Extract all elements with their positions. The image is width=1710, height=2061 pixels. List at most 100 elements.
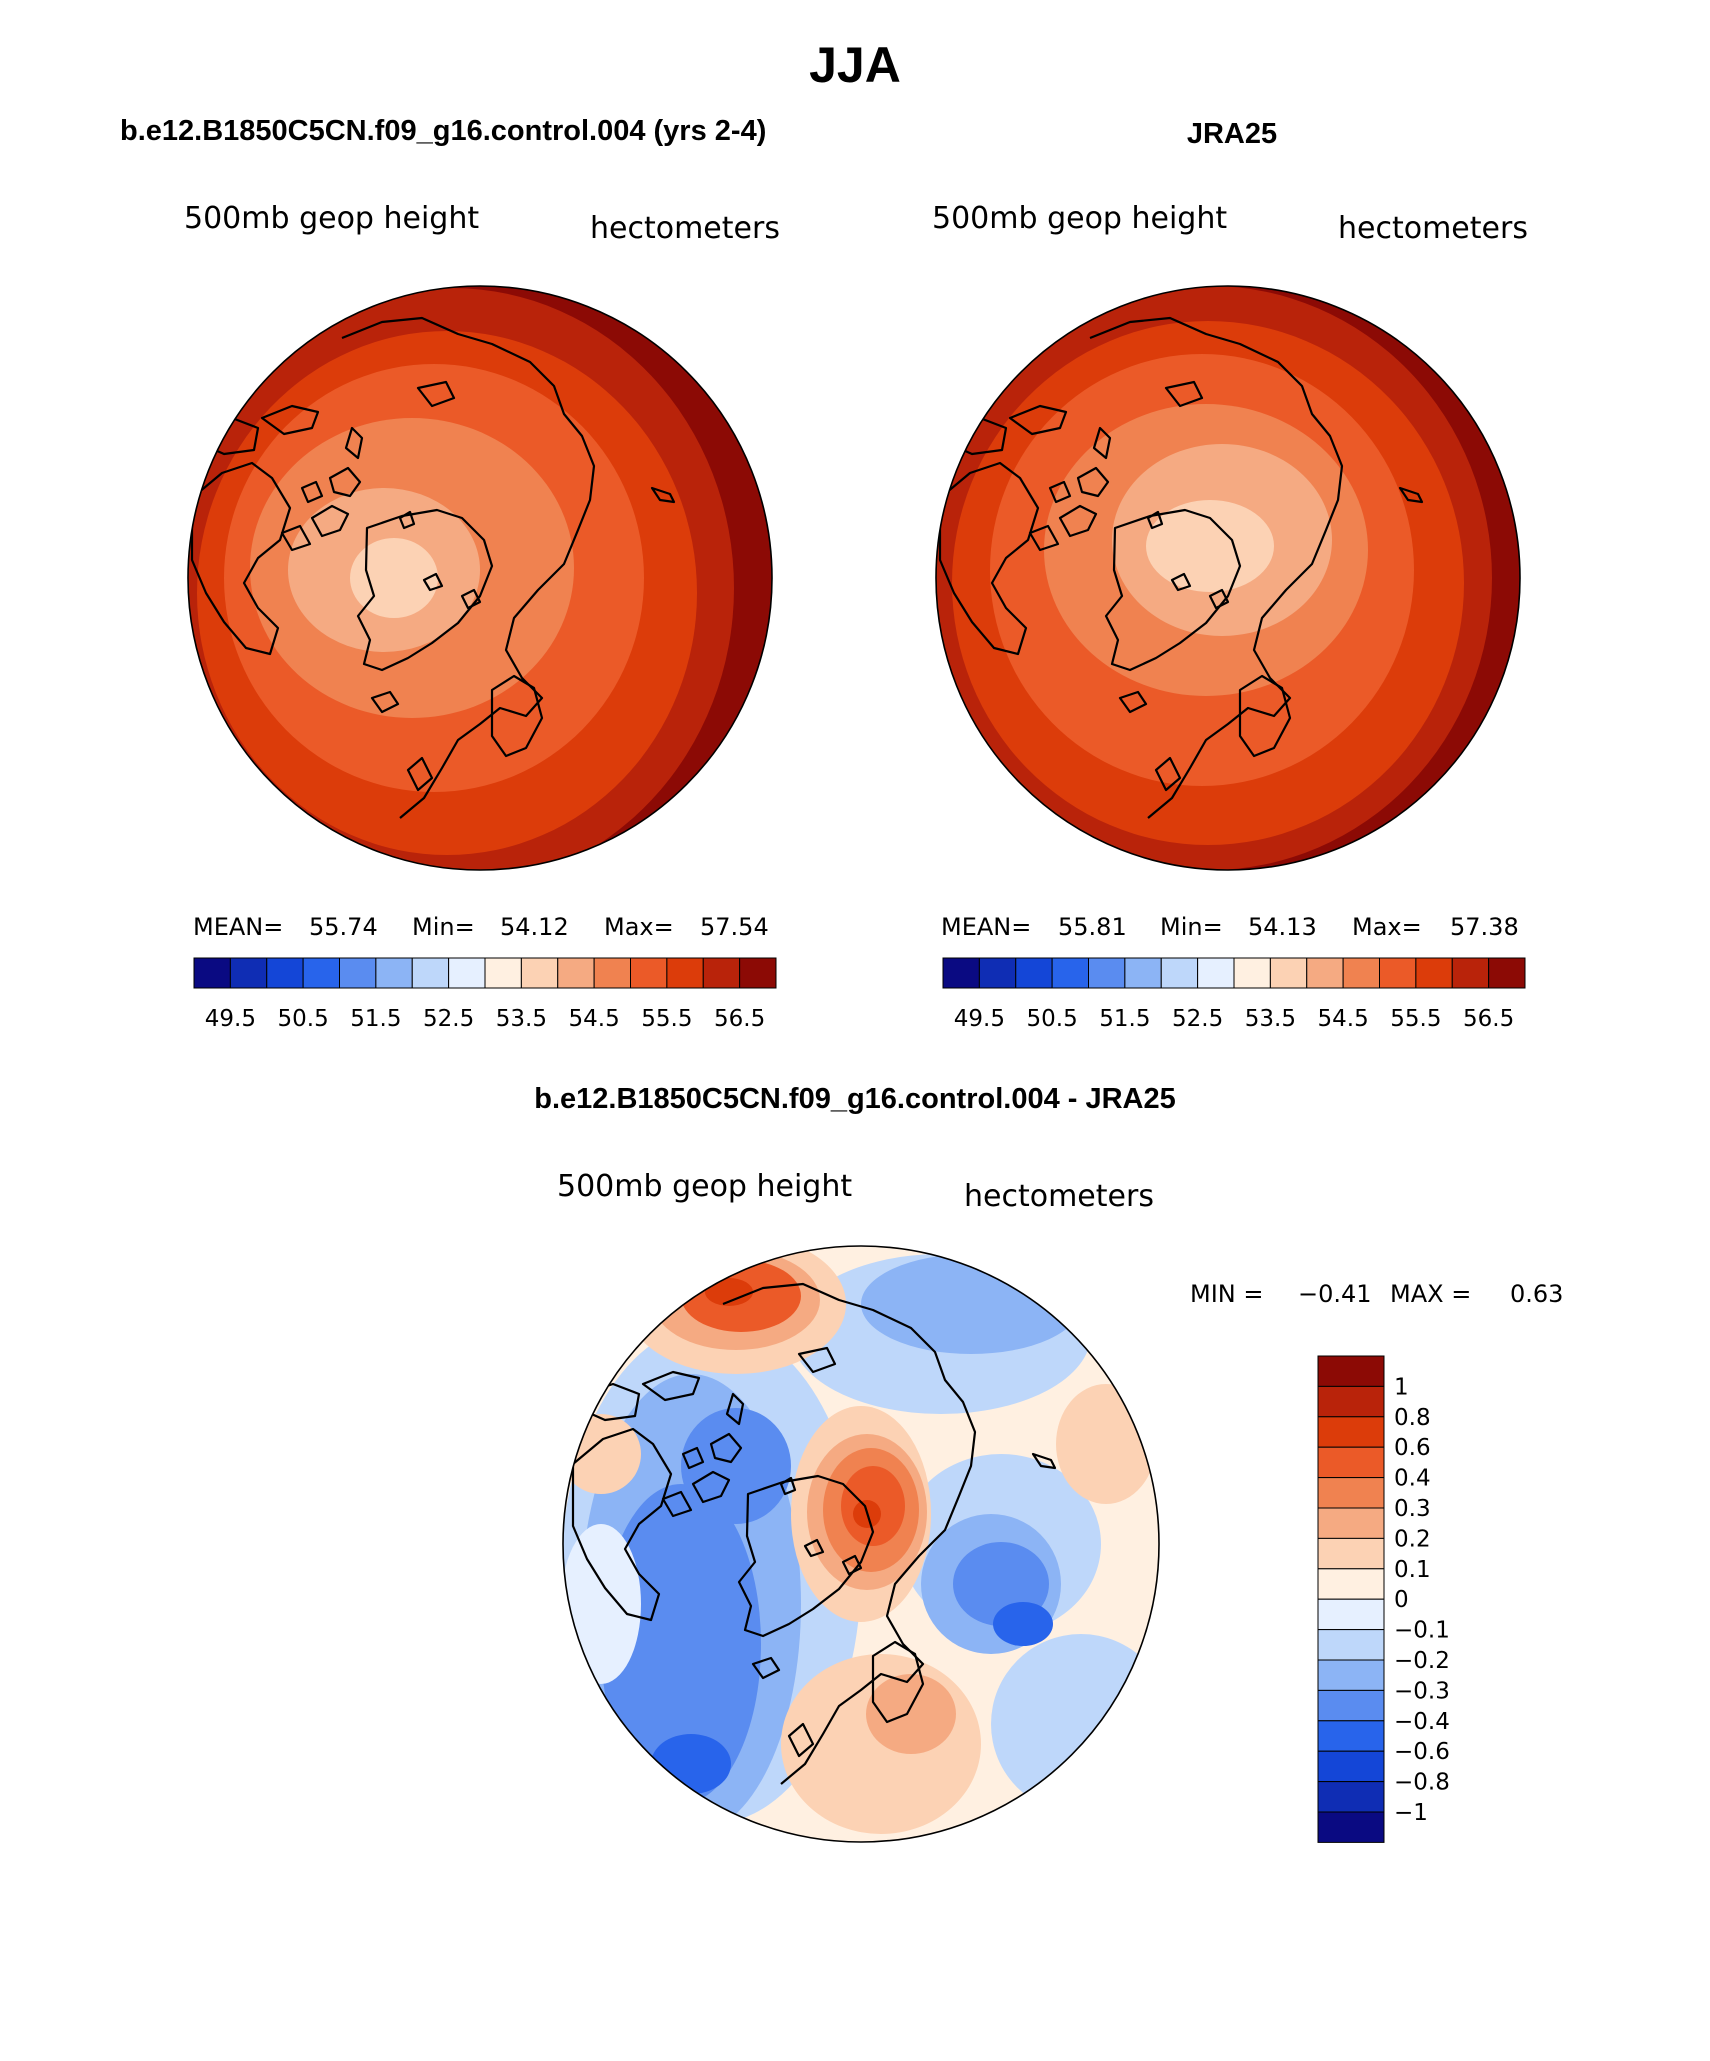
colorbar-difference-swatch	[1317, 1416, 1385, 1448]
colorbar-difference-swatch	[1317, 1811, 1385, 1843]
colorbar-model-swatch	[666, 957, 704, 989]
colorbar-model-swatch	[302, 957, 340, 989]
panel-jra25-units-label: hectometers	[1338, 211, 1528, 246]
colorbar-model-tick-label: 51.5	[350, 1006, 401, 1032]
difference-max-value: 0.63	[1510, 1280, 1563, 1308]
colorbar-difference: 1 0.8 0.6 0.4 0.3 0.2 0.1 0 −0.1 −0.2 −0.3 −0.4 −0.6…	[1317, 1355, 1450, 1843]
figure-title: JJA	[809, 37, 901, 93]
stats-jra25: MEAN= 55.81 Min= 54.13 Max= 57.38	[941, 913, 1519, 941]
colorbar-jra25-swatch	[1342, 957, 1380, 989]
colorbar-difference-swatch	[1317, 1507, 1385, 1539]
colorbar-jra25-swatch	[942, 957, 980, 989]
colorbar-model-swatch	[411, 957, 450, 989]
colorbar-jra25-tick-label: 55.5	[1390, 1006, 1441, 1032]
colorbar-jra25-swatch	[1088, 957, 1126, 989]
colorbar-jra25: 49.5 50.5 51.5 52.5 53.5 54.5 55.5 56.5	[942, 957, 1526, 1032]
colorbar-difference-swatch	[1317, 1385, 1385, 1418]
colorbar-jra25-swatch	[978, 957, 1017, 989]
colorbar-difference-level-label: −0.4	[1394, 1709, 1450, 1735]
colorbar-model-swatch	[520, 957, 559, 989]
colorbar-jra25-swatch	[1415, 957, 1453, 989]
colorbar-jra25-tick-label: 54.5	[1318, 1006, 1369, 1032]
colorbar-difference-swatch	[1317, 1446, 1385, 1479]
colorbar-model-swatch	[266, 957, 304, 989]
colorbar-jra25-tick-label: 56.5	[1463, 1006, 1514, 1032]
panel-model: b.e12.B1850C5CN.f09_g16.control.004 (yrs…	[120, 115, 780, 1032]
colorbar-jra25-tick-label: 52.5	[1172, 1006, 1223, 1032]
colorbar-difference-swatch	[1317, 1689, 1385, 1722]
colorbar-jra25-swatch	[1233, 957, 1271, 989]
colorbar-model-swatch	[339, 957, 377, 989]
colorbar-difference-level-label: 0.1	[1394, 1557, 1431, 1583]
colorbar-difference-swatch	[1317, 1659, 1385, 1691]
difference-field-label: 500mb geop height	[557, 1169, 852, 1204]
colorbar-difference-level-label: −0.2	[1394, 1648, 1450, 1674]
difference-max-label: MAX =	[1390, 1280, 1471, 1308]
colorbar-difference-swatch	[1317, 1598, 1385, 1631]
colorbar-model-swatch	[739, 957, 777, 989]
colorbar-model-swatch	[702, 957, 741, 989]
colorbar-difference-level-label: 0.6	[1394, 1435, 1431, 1461]
colorbar-model-tick-label: 52.5	[423, 1006, 474, 1032]
stats-jra25-mean: 55.81	[1058, 913, 1127, 941]
colorbar-model-swatch	[193, 957, 231, 989]
colorbar-difference-level-label: 0.8	[1394, 1405, 1431, 1431]
colorbar-difference-level-label: −0.6	[1394, 1739, 1450, 1765]
colorbar-jra25-swatch	[1160, 957, 1199, 989]
stats-jra25-max: 57.38	[1450, 913, 1519, 941]
colorbar-jra25-swatch	[1379, 957, 1417, 989]
panel-jra25-header: JRA25	[1187, 118, 1277, 150]
colorbar-model-tick-label: 50.5	[278, 1006, 329, 1032]
map-jra25-polar	[935, 285, 1521, 871]
panel-model-units-label: hectometers	[590, 211, 780, 246]
stats-model: MEAN= 55.74 Min= 54.12 Max= 57.54	[193, 913, 769, 941]
stats-model-min-label: Min=	[412, 913, 475, 941]
colorbar-model-swatch	[593, 957, 631, 989]
colorbar-difference-swatch	[1317, 1720, 1385, 1752]
colorbar-jra25-swatch	[1197, 957, 1235, 989]
difference-units-label: hectometers	[964, 1179, 1154, 1214]
colorbar-difference-swatch	[1317, 1781, 1385, 1813]
colorbar-difference-swatch	[1317, 1629, 1385, 1661]
panel-jra25: JRA25 500mb geop height hectometers MEAN…	[932, 118, 1528, 1032]
colorbar-jra25-tick-label: 51.5	[1099, 1006, 1150, 1032]
colorbar-jra25-swatch	[1451, 957, 1490, 989]
colorbar-model-swatch	[557, 957, 595, 989]
colorbar-jra25-swatch	[1015, 957, 1053, 989]
stats-model-mean: 55.74	[309, 913, 378, 941]
stats-model-max: 57.54	[700, 913, 769, 941]
colorbar-difference-level-label: 0.3	[1394, 1496, 1431, 1522]
colorbar-model-swatch	[229, 957, 268, 989]
colorbar-model-tick-label: 56.5	[714, 1006, 765, 1032]
panel-model-field-label: 500mb geop height	[184, 201, 479, 236]
colorbar-difference-level-label: 0.2	[1394, 1526, 1431, 1552]
map-difference-polar	[562, 1245, 1160, 1843]
colorbar-jra25-tick-label: 49.5	[954, 1006, 1005, 1032]
colorbar-model-swatch	[630, 957, 668, 989]
colorbar-model-swatch	[375, 957, 413, 989]
colorbar-difference-level-label: 0	[1394, 1587, 1409, 1613]
colorbar-difference-level-label: −0.1	[1394, 1618, 1450, 1644]
colorbar-jra25-swatch	[1124, 957, 1162, 989]
difference-minmax: MIN = −0.41 MAX = 0.63	[1190, 1280, 1563, 1308]
stats-model-max-label: Max=	[604, 913, 674, 941]
colorbar-model-swatch	[448, 957, 486, 989]
colorbar-difference-level-label: 1	[1394, 1374, 1409, 1400]
colorbar-difference-swatch	[1317, 1477, 1385, 1509]
stats-jra25-min: 54.13	[1248, 913, 1317, 941]
colorbar-jra25-tick-label: 50.5	[1027, 1006, 1078, 1032]
colorbar-jra25-tick-label: 53.5	[1245, 1006, 1296, 1032]
colorbar-difference-swatch	[1317, 1750, 1385, 1783]
colorbar-difference-swatch	[1317, 1568, 1385, 1600]
colorbar-model-swatch	[484, 957, 522, 989]
colorbar-difference-swatch	[1317, 1537, 1385, 1570]
colorbar-jra25-swatch	[1269, 957, 1308, 989]
colorbar-model-tick-label: 54.5	[569, 1006, 620, 1032]
panel-jra25-field-label: 500mb geop height	[932, 201, 1227, 236]
colorbar-difference-level-label: −1	[1394, 1800, 1428, 1826]
colorbar-model-tick-label: 49.5	[205, 1006, 256, 1032]
map-model-polar	[187, 285, 773, 871]
colorbar-jra25-swatch	[1051, 957, 1089, 989]
difference-min-value: −0.41	[1298, 1280, 1372, 1308]
